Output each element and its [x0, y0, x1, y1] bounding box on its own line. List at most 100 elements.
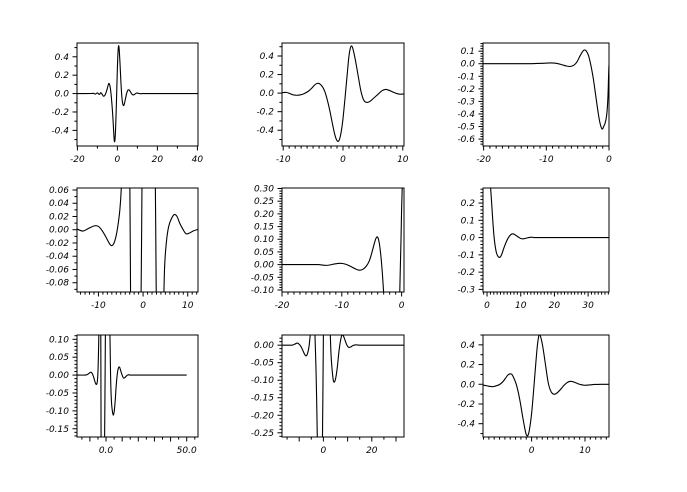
- subplot-r2c1-tick-labels: -10 0 10 0.06 0.04 0.02 0.00 -0.02 -0.04 -0.06 -0.…: [46, 186, 194, 311]
- subplot-r1c3-y-tick-label: -0.3: [457, 97, 475, 107]
- subplot-r3c3-y-tick-label: 0.0: [461, 380, 476, 390]
- subplot-r3c2-y-tick-label: -0.05: [251, 359, 275, 369]
- subplot-r3c1: 0.0 50.0 0.10 0.05 0.00 -0.05 -0.10 -0.15: [46, 334, 199, 456]
- subplot-r3c1-y-tick-label: 0.10: [49, 335, 69, 345]
- subplot-r2c1-y-tick-label: -0.08: [46, 279, 70, 289]
- subplot-r3c1-curve: [77, 335, 187, 437]
- subplot-r1c1: -20 0 20 40 0.4 0.2 0.0 -0.2 -0.4: [51, 42, 203, 165]
- subplot-r2c3-y-tick-label: -0.3: [457, 285, 475, 295]
- subplot-r2c2-axes-box: [281, 187, 405, 293]
- subplot-r3c1-y-tick-label: 0.05: [49, 353, 69, 363]
- subplot-r3c3-tick-labels: 0 10 0.4 0.2 0.0 -0.2 -0.4: [457, 341, 591, 456]
- subplot-r3c1-tick-labels: 0.0 50.0 0.10 0.05 0.00 -0.05 -0.10 -0.15: [46, 335, 197, 456]
- subplot-r2c2-y-tick-label: 0.00: [254, 261, 274, 271]
- subplot-r2c3-y-tick-label: -0.1: [457, 251, 475, 261]
- subplot-r3c1-y-tick-label: -0.15: [46, 425, 70, 435]
- subplot-r2c2-y-tick-label: 0.30: [254, 185, 274, 195]
- subplot-r1c2-x-tick-label: -10: [276, 155, 291, 165]
- subplot-r3c2-y-tick-label: -0.20: [251, 411, 275, 421]
- subplot-r2c3-axes-box: [482, 187, 610, 293]
- subplot-r2c2-x-tick-label: -20: [275, 301, 290, 311]
- subplot-r2c2-x-tick-label: 0: [399, 301, 405, 311]
- subplot-r3c3-y-tick-label: -0.4: [457, 420, 475, 430]
- subplot-r1c3: -20 -10 0 0.1 0.0 -0.1 -0.2 -0.3 -0.4 -0.5 -0.6: [457, 42, 612, 165]
- subplot-r2c3-tick-labels: 0 10 20 30 0.2 0.1 0.0 -0.1 -0.2 -0.3: [457, 199, 594, 311]
- subplot-r2c1-y-tick-label: 0.00: [49, 226, 69, 236]
- subplot-r1c1-x-tick-label: 0: [115, 155, 121, 165]
- subplot-r1c3-x-tick-label: -10: [539, 155, 554, 165]
- subplot-r2c2-y-tick-label: 0.15: [254, 223, 274, 233]
- subplot-r2c2-ticks: [277, 188, 403, 297]
- subplot-r2c1-y-tick-label: -0.02: [46, 239, 70, 249]
- subplot-r2c1-y-tick-label: -0.04: [46, 252, 70, 262]
- subplot-r2c1-y-tick-label: 0.04: [49, 199, 69, 209]
- subplot-r3c2-y-tick-label: -0.25: [251, 429, 275, 439]
- subplot-r1c3-y-tick-label: -0.5: [457, 123, 475, 133]
- subplot-r3c2-x-tick-label: 20: [366, 446, 378, 456]
- subplot-r2c1-x-tick-label: 10: [182, 301, 194, 311]
- subplot-r2c3-x-tick-label: 30: [582, 301, 594, 311]
- subplot-r2c2-y-tick-label: 0.20: [254, 210, 274, 220]
- subplot-r3c3-curve: [483, 335, 609, 437]
- subplot-r1c2: -10 0 10 0.4 0.2 0.0 -0.2 -0.4: [256, 42, 409, 165]
- subplot-r2c3-x-tick-label: 20: [549, 301, 561, 311]
- subplot-r3c1-x-tick-label: 50.0: [177, 446, 197, 456]
- subplot-r2c1-curve: [77, 188, 198, 292]
- subplot-r2c2-y-tick-label: -0.10: [251, 286, 275, 296]
- subplot-r1c1-curve: [77, 45, 198, 143]
- subplot-r2c1: -10 0 10 0.06 0.04 0.02 0.00 -0.02 -0.04 -0.06 -0.…: [46, 186, 199, 311]
- subplot-r1c3-x-tick-label: 0: [606, 155, 612, 165]
- subplot-r3c3-x-tick-label: 10: [579, 446, 591, 456]
- subplot-r2c1-y-tick-label: 0.02: [49, 213, 69, 223]
- subplot-r1c2-x-tick-label: 10: [397, 155, 409, 165]
- subplot-r1c3-curve: [483, 49, 609, 130]
- subplot-r3c2-y-tick-label: -0.15: [251, 394, 275, 404]
- subplot-r1c3-y-tick-label: -0.1: [457, 72, 475, 82]
- subplot-r1c3-y-tick-label: -0.6: [457, 135, 475, 145]
- subplot-r1c3-axes-box: [482, 42, 610, 147]
- subplot-r2c2-curve: [282, 188, 403, 292]
- subplot-r3c3-x-tick-label: 0: [529, 446, 535, 456]
- subplot-r2c3-curve: [490, 188, 609, 258]
- subplot-r2c3-y-tick-label: -0.2: [457, 268, 475, 278]
- subplot-r3c3-ticks: [478, 334, 607, 442]
- subplot-r3c1-y-tick-label: -0.05: [46, 389, 70, 399]
- subplot-r3c1-y-tick-label: 0.00: [49, 371, 69, 381]
- subplot-r1c2-y-tick-label: 0.2: [260, 71, 275, 81]
- subplot-r2c2-tick-labels: -20 -10 0 0.30 0.25 0.20 0.15 0.10 0.05 0.00 -0.05…: [251, 185, 405, 312]
- subplot-r1c1-y-tick-label: 0.4: [55, 53, 70, 63]
- subplot-r1c2-y-tick-label: 0.0: [260, 89, 275, 99]
- subplot-r2c3-y-tick-label: 0.2: [461, 199, 476, 209]
- subplot-r2c3: 0 10 20 30 0.2 0.1 0.0 -0.1 -0.2 -0.3: [457, 187, 610, 311]
- subplot-r2c3-y-tick-label: 0.1: [461, 216, 475, 226]
- subplot-r3c2-y-tick-label: 0.00: [254, 341, 274, 351]
- subplot-r3c2-curve: [282, 335, 404, 437]
- subplot-r3c3-axes-box: [482, 334, 610, 438]
- subplot-r2c1-axes-box: [76, 187, 199, 293]
- subplot-r3c2-ticks: [277, 337, 397, 442]
- subplot-r1c1-y-tick-label: 0.0: [55, 90, 70, 100]
- subplot-r2c3-ticks: [478, 188, 609, 297]
- subplot-r1c3-y-tick-label: 0.0: [461, 60, 476, 70]
- subplot-r3c2-axes-box: [281, 334, 405, 438]
- subplot-r1c2-y-tick-label: -0.4: [256, 126, 274, 136]
- subplot-r1c3-ticks: [478, 43, 610, 151]
- subplot-r1c3-y-tick-label: -0.2: [457, 85, 475, 95]
- subplot-r1c1-ticks: [72, 47, 198, 151]
- subplot-r3c3-y-tick-label: 0.4: [461, 341, 476, 351]
- subplot-r3c3: 0 10 0.4 0.2 0.0 -0.2 -0.4: [457, 334, 610, 456]
- subplot-r2c3-x-tick-label: 0: [484, 301, 490, 311]
- subplot-r1c1-y-tick-label: -0.2: [51, 108, 69, 118]
- subplot-r3c2-x-tick-label: 0: [321, 446, 327, 456]
- subplot-r2c1-x-tick-label: -10: [91, 301, 106, 311]
- subplot-r1c2-y-tick-label: -0.2: [256, 108, 274, 118]
- subplot-r1c3-tick-labels: -20 -10 0 0.1 0.0 -0.1 -0.2 -0.3 -0.4 -0.5 -0.6: [457, 47, 612, 165]
- subplot-r1c2-x-tick-label: 0: [340, 155, 346, 165]
- subplot-r2c2-y-tick-label: 0.10: [254, 235, 274, 245]
- subplot-r1c1-y-tick-label: -0.4: [51, 126, 69, 136]
- subplot-r2c3-x-tick-label: 10: [515, 301, 527, 311]
- subplot-r1c2-ticks: [277, 46, 404, 151]
- subplot-r2c2-y-tick-label: 0.25: [254, 197, 274, 207]
- subplot-r3c3-y-tick-label: 0.2: [461, 361, 476, 371]
